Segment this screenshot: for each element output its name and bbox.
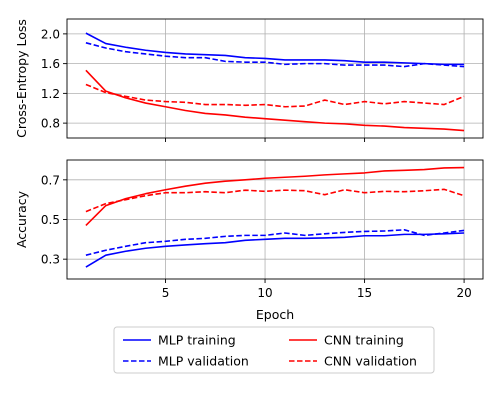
series-line-cnn-validation — [85, 83, 465, 108]
x-tick-label: 5 — [162, 286, 170, 300]
series-line-cnn-training — [85, 166, 465, 227]
axes-frame — [66, 18, 484, 139]
legend-label-mlp-validation: MLP validation — [158, 354, 249, 369]
x-tick-label: 15 — [357, 286, 372, 300]
x-tick-label: 20 — [456, 286, 471, 300]
y-tick-label: 0.3 — [41, 253, 60, 267]
y-tick-label: 2.0 — [41, 27, 60, 41]
legend-frame — [113, 326, 435, 374]
series-line-cnn-training — [85, 69, 465, 132]
panel-accuracy: 5 10 15 20 0.3 0.5 0.7 Accuracy Epoch — [14, 159, 484, 322]
y-tick-label: 0.8 — [41, 117, 60, 131]
y-axis-label: Cross-Entropy Loss — [14, 19, 29, 138]
series-line-mlp-validation — [85, 42, 465, 68]
y-axis-label: Accuracy — [14, 190, 29, 248]
panel-loss: 0.8 1.2 1.6 2.0 Cross-Entropy Loss — [14, 18, 484, 142]
y-tick-label: 1.6 — [41, 57, 60, 71]
series-line-mlp-training — [85, 232, 465, 268]
y-tick-label: 0.7 — [41, 173, 60, 187]
legend-label-mlp-training: MLP training — [158, 333, 236, 348]
series-line-cnn-validation — [85, 188, 465, 213]
legend-label-cnn-validation: CNN validation — [324, 354, 417, 369]
y-tick-label: 1.2 — [41, 87, 60, 101]
x-tick-label: 10 — [257, 286, 272, 300]
series-line-mlp-validation — [85, 229, 465, 256]
legend: MLP training MLP validation CNN training CN… — [113, 326, 435, 374]
series-line-mlp-training — [85, 32, 465, 66]
x-axis-label: Epoch — [256, 307, 294, 322]
y-tick-label: 0.5 — [41, 213, 60, 227]
legend-label-cnn-training: CNN training — [324, 333, 404, 348]
